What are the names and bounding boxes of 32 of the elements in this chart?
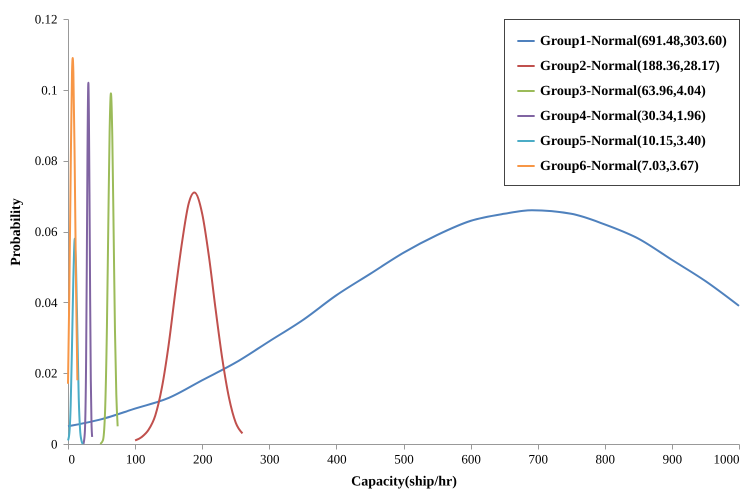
y-axis-title: Probability	[8, 198, 24, 266]
legend-label: Group3-Normal(63.96,4.04)	[540, 84, 706, 99]
x-tick-label: 400	[327, 452, 347, 466]
y-tick-label: 0.12	[34, 12, 58, 26]
line-series	[134, 192, 244, 442]
x-tick-label: 800	[596, 452, 616, 466]
y-tick-label: 0.08	[34, 153, 58, 168]
x-tick-label: 1000	[714, 452, 740, 466]
y-tick-label: 0.06	[34, 224, 58, 239]
x-tick-label: 900	[662, 452, 682, 466]
x-tick-label: 600	[461, 452, 481, 466]
line-series	[67, 56, 78, 385]
line-series	[99, 92, 119, 445]
y-tick-label: 0.02	[34, 366, 58, 381]
legend-label: Group6-Normal(7.03,3.67)	[540, 159, 700, 174]
y-tick-label: 0	[51, 436, 58, 452]
x-axis-title: Capacity(ship/hr)	[351, 474, 458, 490]
legend-label: Group2-Normal(188.36,28.17)	[540, 59, 720, 74]
x-tick-label: 700	[528, 452, 548, 466]
x-tick-label: 200	[192, 452, 212, 466]
x-tick-label: 100	[126, 452, 146, 466]
line-series	[67, 209, 740, 428]
y-tick-label: 0.1	[41, 82, 58, 98]
line-series	[67, 238, 84, 445]
legend-label: Group4-Normal(30.34,1.96)	[540, 109, 706, 124]
x-tick-label: 500	[394, 452, 414, 466]
legend-label: Group5-Normal(10.15,3.40)	[540, 134, 706, 149]
line-series	[82, 82, 94, 445]
x-tick-label: 300	[260, 452, 280, 466]
y-tick-label: 0.04	[34, 294, 58, 310]
x-tick-label: 0	[68, 452, 75, 466]
legend-label: Group1-Normal(691.48,303.60)	[540, 34, 728, 49]
